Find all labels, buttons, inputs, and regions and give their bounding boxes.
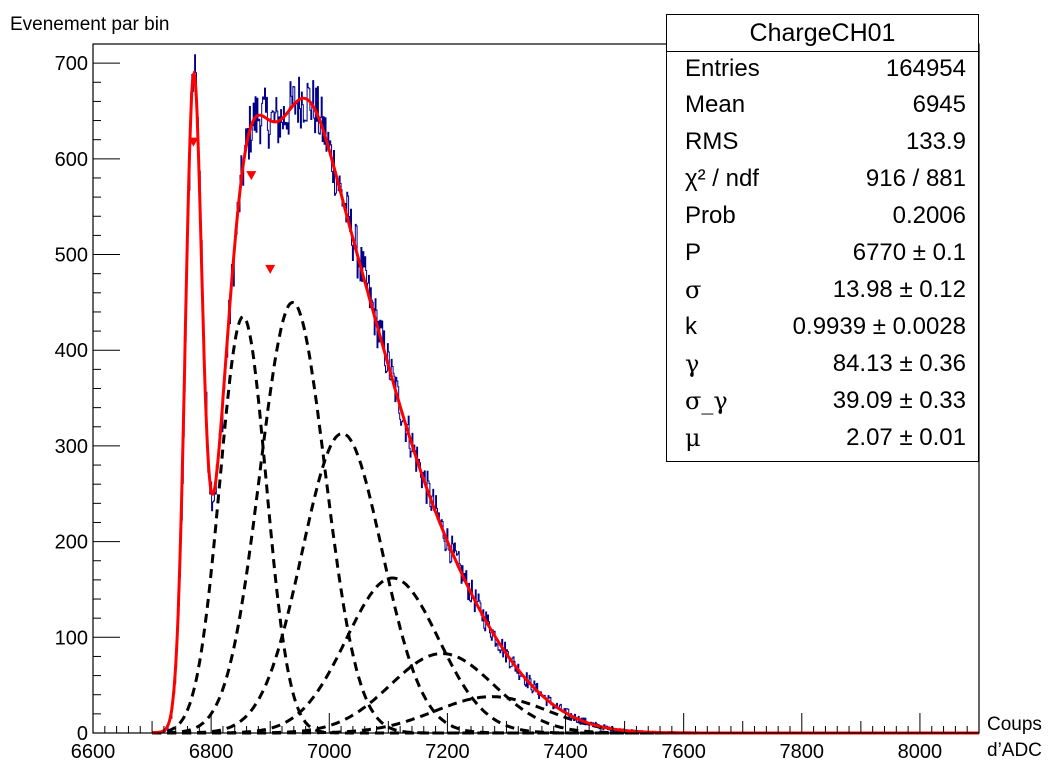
y-tick-label: 300	[55, 436, 88, 458]
stats-label: P	[685, 239, 702, 266]
stats-value: 133.9	[905, 128, 966, 155]
stats-row-gamma: γ 84.13 ± 0.36	[685, 348, 966, 384]
y-tick-label: 700	[55, 53, 88, 75]
stats-label: σ	[685, 276, 702, 304]
x-tick-label: 7400	[543, 741, 588, 763]
x-axis-label-line-1: Coups	[987, 714, 1042, 735]
y-tick-label: 0	[77, 723, 88, 745]
stats-label: γ	[685, 350, 700, 378]
stats-label: Entries	[685, 55, 760, 82]
stats-value: 6945	[912, 91, 966, 118]
x-tick-label: 7600	[661, 741, 706, 763]
y-tick-label: 600	[55, 149, 88, 171]
y-tick-label: 100	[55, 627, 88, 649]
stats-label: RMS	[685, 128, 739, 155]
fit-marker	[265, 264, 276, 274]
stats-value: 84.13 ± 0.36	[832, 350, 966, 377]
stats-value: 6770 ± 0.1	[852, 239, 966, 266]
stats-value: 0.9939 ± 0.0028	[792, 313, 966, 340]
x-axis-label-line-2: d’ADC	[987, 740, 1042, 761]
stats-box: ChargeCH01 Entries 164954 Mean 6945 RMS …	[666, 14, 979, 462]
stats-label: σ_γ	[685, 387, 728, 415]
stats-label: k	[685, 313, 697, 340]
stats-value: 13.98 ± 0.12	[832, 276, 966, 303]
x-tick-label: 7200	[425, 741, 470, 763]
stats-value: 164954	[885, 55, 966, 82]
component-curve	[152, 431, 979, 735]
stats-label: Mean	[685, 91, 746, 118]
x-tick-label: 7800	[780, 741, 825, 763]
stats-row-p: P 6770 ± 0.1	[685, 237, 966, 273]
y-tick-label: 200	[55, 532, 88, 554]
stats-label: μ	[685, 424, 701, 452]
stats-row-prob: Prob 0.2006	[685, 200, 966, 236]
x-tick-label: 6600	[71, 741, 116, 763]
stats-row-sigma: σ 13.98 ± 0.12	[685, 274, 966, 310]
stats-label: χ² / ndf	[685, 165, 759, 192]
stats-row-chi2: χ² / ndf 916 / 881	[685, 163, 966, 199]
stats-label: Prob	[685, 202, 736, 229]
x-tick-label: 7000	[307, 741, 352, 763]
y-tick-label: 400	[55, 340, 88, 362]
stats-value: 0.2006	[892, 202, 966, 229]
stats-value: 39.09 ± 0.33	[832, 387, 966, 414]
y-tick-label: 500	[55, 245, 88, 267]
stats-title: ChargeCH01	[667, 15, 978, 52]
stats-row-entries: Entries 164954	[685, 53, 966, 89]
fit-marker	[188, 137, 199, 147]
x-tick-label: 6800	[189, 741, 234, 763]
x-axis-label: Coups d’ADC	[987, 712, 1042, 764]
fit-marker	[246, 171, 257, 181]
stats-value: 916 / 881	[865, 165, 966, 192]
stats-value: 2.07 ± 0.01	[846, 424, 966, 451]
y-axis-label: Evenement par bin	[10, 14, 170, 35]
stats-row-mean: Mean 6945	[685, 89, 966, 125]
stats-row-k: k 0.9939 ± 0.0028	[685, 311, 966, 347]
stats-row-rms: RMS 133.9	[685, 126, 966, 162]
stats-row-mu: μ 2.07 ± 0.01	[685, 422, 966, 458]
stats-row-sigma-gamma: σ_γ 39.09 ± 0.33	[685, 385, 966, 421]
x-tick-label: 8000	[898, 741, 943, 763]
